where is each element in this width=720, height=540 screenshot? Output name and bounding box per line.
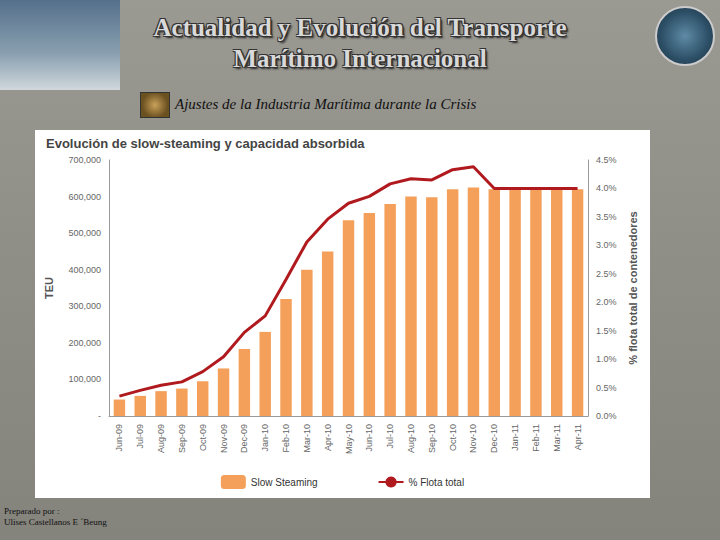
svg-text:Jan-10: Jan-10 bbox=[260, 424, 270, 452]
svg-text:Jul-09: Jul-09 bbox=[135, 424, 145, 449]
svg-text:Mar-10: Mar-10 bbox=[302, 424, 312, 453]
svg-text:0.0%: 0.0% bbox=[596, 411, 617, 421]
svg-text:300,000: 300,000 bbox=[68, 301, 101, 311]
svg-text:Sep-09: Sep-09 bbox=[177, 424, 187, 453]
svg-text:Apr-11: Apr-11 bbox=[573, 424, 583, 450]
svg-text:200,000: 200,000 bbox=[68, 338, 101, 348]
svg-text:600,000: 600,000 bbox=[68, 192, 101, 202]
svg-text:0.5%: 0.5% bbox=[596, 383, 617, 393]
svg-text:4.5%: 4.5% bbox=[596, 155, 617, 165]
svg-text:2.0%: 2.0% bbox=[596, 297, 617, 307]
svg-text:Slow Steaming: Slow Steaming bbox=[251, 477, 318, 488]
svg-text:3.5%: 3.5% bbox=[596, 212, 617, 222]
svg-text:Feb-11: Feb-11 bbox=[531, 424, 541, 452]
svg-text:% flota total de contenedores: % flota total de contenedores bbox=[627, 211, 639, 364]
svg-text:3.0%: 3.0% bbox=[596, 240, 617, 250]
svg-text:Apr-10: Apr-10 bbox=[323, 424, 333, 451]
html-text:Ulises Castellanos E ´Beung: Ulises Castellanos E ´Beung bbox=[4, 517, 107, 527]
svg-text:Nov-09: Nov-09 bbox=[219, 424, 229, 453]
svg-text:2.5%: 2.5% bbox=[596, 269, 617, 279]
svg-text:Jun-09: Jun-09 bbox=[114, 424, 124, 452]
svg-text:500,000: 500,000 bbox=[68, 228, 101, 238]
svg-text:700,000: 700,000 bbox=[68, 155, 101, 165]
svg-text:Nov-10: Nov-10 bbox=[468, 424, 478, 453]
svg-text:Feb-10: Feb-10 bbox=[281, 424, 291, 453]
svg-text:Jan-11: Jan-11 bbox=[510, 424, 520, 451]
svg-text:Dec-10: Dec-10 bbox=[489, 424, 499, 453]
html-text:Actualidad y Evolución del Tra: Actualidad y Evolución del Transporte bbox=[153, 14, 567, 41]
svg-text:4.0%: 4.0% bbox=[596, 183, 617, 193]
svg-text:Oct-10: Oct-10 bbox=[448, 424, 458, 451]
svg-text:Jun-10: Jun-10 bbox=[364, 424, 374, 452]
svg-text:Jul-10: Jul-10 bbox=[385, 424, 395, 449]
svg-text:TEU: TEU bbox=[43, 277, 55, 299]
svg-text:400,000: 400,000 bbox=[68, 265, 101, 275]
svg-text:1.5%: 1.5% bbox=[596, 326, 617, 336]
html-text:Preparado por :: Preparado por : bbox=[4, 506, 60, 516]
html-text:Ajustes de la Industria Maríti: Ajustes de la Industria Marítima durante… bbox=[175, 96, 477, 112]
svg-text:% Flota total: % Flota total bbox=[409, 477, 465, 488]
svg-text:Sep-10: Sep-10 bbox=[427, 424, 437, 453]
svg-text:Mar-11: Mar-11 bbox=[552, 424, 562, 452]
svg-text:Evolución de slow-steaming y c: Evolución de slow-steaming y capacidad a… bbox=[46, 136, 365, 151]
svg-text:Oct-09: Oct-09 bbox=[198, 424, 208, 451]
svg-text:-: - bbox=[98, 411, 101, 421]
svg-text:Aug-10: Aug-10 bbox=[406, 424, 416, 453]
svg-text:Dec-09: Dec-09 bbox=[239, 424, 249, 453]
html-text:Marítimo Internacional: Marítimo Internacional bbox=[233, 45, 487, 72]
svg-text:May-10: May-10 bbox=[344, 424, 354, 454]
svg-text:100,000: 100,000 bbox=[68, 374, 101, 384]
svg-text:1.0%: 1.0% bbox=[596, 354, 617, 364]
svg-text:Aug-09: Aug-09 bbox=[156, 424, 166, 453]
